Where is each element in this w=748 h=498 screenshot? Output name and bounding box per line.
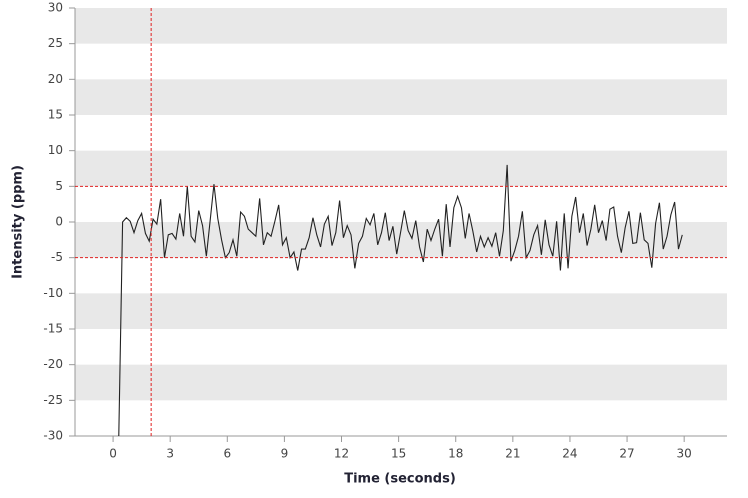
grid-band [75,79,727,115]
y-tick-label: -20 [43,357,63,371]
x-tick-label: 24 [562,447,577,461]
grid-band [75,364,727,401]
x-tick-label: 15 [391,447,406,461]
y-tick-label: -10 [43,286,63,300]
y-tick-label: -25 [43,393,63,407]
y-tick-label: 10 [48,143,63,157]
y-tick-label: 30 [48,1,63,15]
y-tick-label: -15 [43,322,63,336]
data-line [118,164,683,437]
x-tick-label: 6 [223,447,231,461]
x-tick-label: 0 [109,447,117,461]
y-tick-label: 20 [48,72,63,86]
y-tick-label: 25 [48,36,63,50]
x-tick-label: 27 [619,447,634,461]
y-axis-label: Intensity (ppm) [11,165,26,279]
x-tick-label: 18 [448,447,463,461]
grid-band [75,8,727,44]
x-axis-label: Time (seconds) [344,472,456,487]
x-tick-label: 30 [677,447,692,461]
x-tick-label: 3 [166,447,174,461]
grid-band [75,150,727,187]
y-tick-label: -5 [51,250,63,264]
y-tick-label: -30 [43,429,63,443]
y-tick-label: 0 [55,215,63,229]
grid-band [75,293,727,329]
x-tick-label: 9 [281,447,289,461]
y-tick-label: 15 [48,108,63,122]
x-tick-label: 21 [505,447,520,461]
x-tick-label: 12 [334,447,349,461]
y-tick-label: 5 [55,179,63,193]
